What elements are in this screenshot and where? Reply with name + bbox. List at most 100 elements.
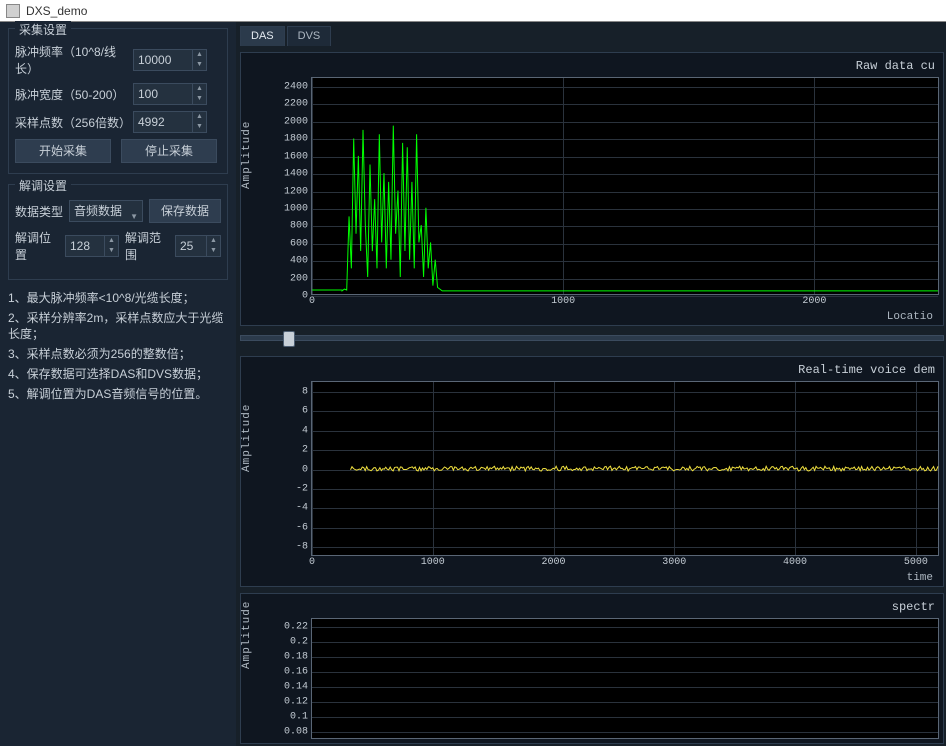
raw-data-chart: Raw data cu Amplitude Locatio 0200400600…	[240, 52, 944, 326]
voice-chart: Real-time voice dem Amplitude time -8-6-…	[240, 356, 944, 587]
chart2-xlabel: time	[907, 572, 933, 584]
xtick-label: 5000	[904, 555, 928, 568]
pulse-width-label: 脉冲宽度（50-200）	[15, 86, 127, 103]
pulse-freq-input[interactable]	[134, 50, 192, 70]
data-type-value: 音频数据	[74, 204, 122, 218]
note-line: 4、保存数据可选择DAS和DVS数据；	[8, 366, 228, 382]
ytick-label: 0.22	[284, 621, 312, 632]
chart1-ylabel: Amplitude	[241, 121, 253, 189]
ytick-label: 400	[290, 256, 312, 267]
window-titlebar: DXS_demo	[0, 0, 946, 22]
pulse-freq-label: 脉冲频率（10^8/线长）	[15, 43, 127, 77]
chart2-ylabel: Amplitude	[241, 403, 253, 471]
ytick-label: 4	[302, 425, 312, 436]
content-area: DASDVS Raw data cu Amplitude Locatio 020…	[236, 22, 946, 746]
start-acq-button[interactable]: 开始采集	[15, 139, 111, 163]
ytick-label: -8	[296, 542, 312, 553]
spin-down-icon[interactable]: ▼	[105, 246, 118, 256]
chevron-down-icon: ▼	[130, 207, 138, 227]
samples-input[interactable]	[134, 112, 192, 132]
tab-bar: DASDVS	[240, 26, 946, 46]
ytick-label: 0.12	[284, 697, 312, 708]
chart1-xlabel: Locatio	[887, 311, 933, 323]
ytick-label: 800	[290, 221, 312, 232]
chart2-plot-area: -8-6-4-202468010002000300040005000	[311, 381, 939, 556]
xtick-label: 2000	[542, 555, 566, 568]
ytick-label: 0.08	[284, 727, 312, 738]
demod-pos-input[interactable]	[66, 236, 104, 256]
position-slider[interactable]	[240, 328, 944, 348]
note-line: 3、采样点数必须为256的整数倍；	[8, 346, 228, 362]
chart3-plot-area: 0.080.10.120.140.160.180.20.22	[311, 618, 939, 739]
notes-list: 1、最大脉冲频率<10^8/光缆长度； 2、采样分辨率2m，采样点数应大于光缆长度…	[8, 290, 228, 402]
xtick-label: 3000	[662, 555, 686, 568]
ytick-label: -2	[296, 483, 312, 494]
sidebar: 采集设置 脉冲频率（10^8/线长） ▲▼ 脉冲宽度（50-200） ▲▼ 采样…	[0, 22, 236, 746]
chart2-title: Real-time voice dem	[798, 363, 935, 377]
ytick-label: 1400	[284, 169, 312, 180]
data-type-select[interactable]: 音频数据 ▼	[69, 200, 143, 222]
spin-up-icon[interactable]: ▲	[193, 84, 206, 94]
chart1-title: Raw data cu	[856, 59, 935, 73]
ytick-label: 2	[302, 445, 312, 456]
xtick-label: 1000	[421, 555, 445, 568]
ytick-label: 2000	[284, 116, 312, 127]
ytick-label: 8	[302, 386, 312, 397]
xtick-label: 1000	[551, 294, 575, 307]
spin-down-icon[interactable]: ▼	[193, 122, 206, 132]
ytick-label: 1600	[284, 151, 312, 162]
demod-range-spinbox[interactable]: ▲▼	[175, 235, 221, 257]
ytick-label: 0.16	[284, 666, 312, 677]
app-icon	[6, 4, 20, 18]
chart3-ylabel: Amplitude	[241, 600, 253, 668]
demod-range-input[interactable]	[176, 236, 206, 256]
slider-thumb[interactable]	[283, 331, 295, 347]
window-title: DXS_demo	[26, 4, 87, 18]
note-line: 5、解调位置为DAS音频信号的位置。	[8, 386, 228, 402]
demod-pos-label: 解调位置	[15, 229, 59, 263]
demod-group-title: 解调设置	[15, 177, 71, 194]
pulse-freq-spinbox[interactable]: ▲▼	[133, 49, 207, 71]
ytick-label: 0	[302, 464, 312, 475]
save-data-button[interactable]: 保存数据	[149, 199, 221, 223]
ytick-label: 6	[302, 406, 312, 417]
tab-das[interactable]: DAS	[240, 26, 285, 46]
chart3-title: spectr	[892, 600, 935, 614]
spin-up-icon[interactable]: ▲	[207, 236, 220, 246]
ytick-label: -4	[296, 503, 312, 514]
ytick-label: 0.2	[290, 636, 312, 647]
samples-label: 采样点数（256倍数）	[15, 114, 127, 131]
note-line: 2、采样分辨率2m，采样点数应大于光缆长度；	[8, 310, 228, 342]
spin-down-icon[interactable]: ▼	[207, 246, 220, 256]
xtick-label: 0	[309, 555, 315, 568]
ytick-label: 2200	[284, 99, 312, 110]
chart1-plot-area: 0200400600800100012001400160018002000220…	[311, 77, 939, 295]
slider-track[interactable]	[240, 335, 944, 341]
pulse-width-input[interactable]	[134, 84, 192, 104]
stop-acq-button[interactable]: 停止采集	[121, 139, 217, 163]
pulse-width-spinbox[interactable]: ▲▼	[133, 83, 207, 105]
spin-down-icon[interactable]: ▼	[193, 94, 206, 104]
ytick-label: 2400	[284, 81, 312, 92]
tab-dvs[interactable]: DVS	[287, 26, 332, 46]
spin-down-icon[interactable]: ▼	[193, 60, 206, 70]
spin-up-icon[interactable]: ▲	[105, 236, 118, 246]
spin-up-icon[interactable]: ▲	[193, 112, 206, 122]
spectrum-chart: spectr Amplitude 0.080.10.120.140.160.18…	[240, 593, 944, 744]
ytick-label: 200	[290, 273, 312, 284]
samples-spinbox[interactable]: ▲▼	[133, 111, 207, 133]
data-type-label: 数据类型	[15, 203, 63, 220]
demod-pos-spinbox[interactable]: ▲▼	[65, 235, 119, 257]
ytick-label: 1000	[284, 203, 312, 214]
ytick-label: 0.1	[290, 712, 312, 723]
xtick-label: 0	[309, 294, 315, 307]
spin-up-icon[interactable]: ▲	[193, 50, 206, 60]
ytick-label: -6	[296, 522, 312, 533]
ytick-label: 0.18	[284, 651, 312, 662]
acquisition-group: 采集设置 脉冲频率（10^8/线长） ▲▼ 脉冲宽度（50-200） ▲▼ 采样…	[8, 28, 228, 174]
note-line: 1、最大脉冲频率<10^8/光缆长度；	[8, 290, 228, 306]
ytick-label: 600	[290, 238, 312, 249]
demod-group: 解调设置 数据类型 音频数据 ▼ 保存数据 解调位置 ▲▼ 解调范围 ▲▼	[8, 184, 228, 280]
acquisition-group-title: 采集设置	[15, 21, 71, 38]
ytick-label: 1800	[284, 134, 312, 145]
